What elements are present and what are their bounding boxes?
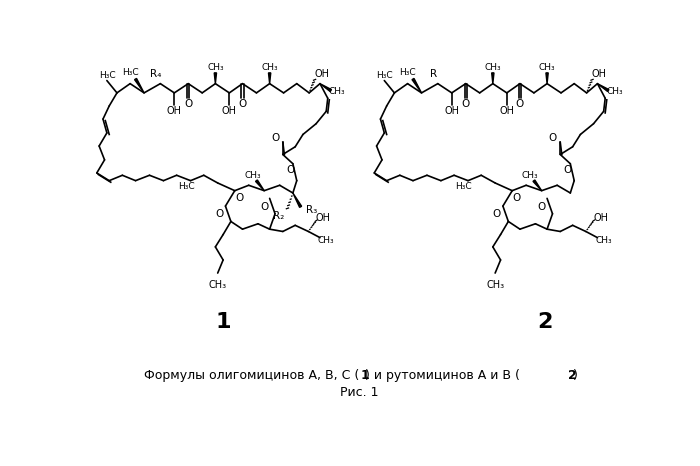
Text: OH: OH [593,212,608,223]
Text: OH: OH [167,106,182,116]
Polygon shape [491,73,494,83]
Text: CH₃: CH₃ [318,236,335,245]
Text: O: O [235,192,244,203]
Text: OH: OH [592,69,606,79]
Polygon shape [533,180,542,191]
Text: OH: OH [314,69,329,79]
Text: 1: 1 [216,312,231,332]
Text: O: O [548,132,556,143]
Text: H₃C: H₃C [99,71,116,80]
Polygon shape [214,73,216,83]
Text: O: O [271,132,279,143]
Text: O: O [260,202,268,212]
Text: R₂: R₂ [273,211,284,221]
Text: O: O [493,209,500,219]
Text: CH₃: CH₃ [484,63,501,72]
Text: H₃C: H₃C [455,182,472,192]
Text: H₃C: H₃C [377,71,393,80]
Text: CH₃: CH₃ [486,281,504,290]
Text: CH₃: CH₃ [209,281,227,290]
Text: 2: 2 [537,312,552,332]
Text: OH: OH [499,106,514,116]
Text: OH: OH [222,106,237,116]
Text: O: O [215,209,223,219]
Text: OH: OH [444,106,459,116]
Text: CH₃: CH₃ [606,87,623,96]
Text: O: O [461,99,470,109]
Text: CH₃: CH₃ [207,63,224,72]
Polygon shape [256,180,264,191]
Text: ): ) [573,369,578,382]
Text: Формулы олигомицинов А, В, С (: Формулы олигомицинов А, В, С ( [144,369,358,382]
Text: O: O [538,202,546,212]
Text: O: O [516,99,524,109]
Polygon shape [269,73,271,83]
Text: CH₃: CH₃ [261,63,278,72]
Text: CH₃: CH₃ [522,171,538,180]
Polygon shape [320,83,332,91]
Text: O: O [239,99,246,109]
Polygon shape [293,193,302,207]
Polygon shape [134,78,144,93]
Text: 1: 1 [360,369,369,382]
Text: O: O [564,165,572,175]
Text: H₃C: H₃C [399,69,416,77]
Text: H₃C: H₃C [178,182,195,192]
Text: O: O [184,99,192,109]
Text: O: O [286,165,295,175]
Text: H₃C: H₃C [122,69,139,77]
Polygon shape [412,78,421,93]
Text: ) и рутомицинов А и В (: ) и рутомицинов А и В ( [365,369,520,382]
Text: CH₃: CH₃ [595,236,612,245]
Text: O: O [512,192,521,203]
Text: R: R [430,69,437,79]
Text: CH₃: CH₃ [539,63,555,72]
Text: Рис. 1: Рис. 1 [340,386,378,399]
Text: CH₃: CH₃ [329,87,345,96]
Text: R₃: R₃ [306,205,317,215]
Text: 2: 2 [568,369,577,382]
Text: OH: OH [316,212,330,223]
Polygon shape [598,83,609,91]
Polygon shape [546,73,548,83]
Text: R₄: R₄ [150,69,162,79]
Text: CH₃: CH₃ [244,171,261,180]
